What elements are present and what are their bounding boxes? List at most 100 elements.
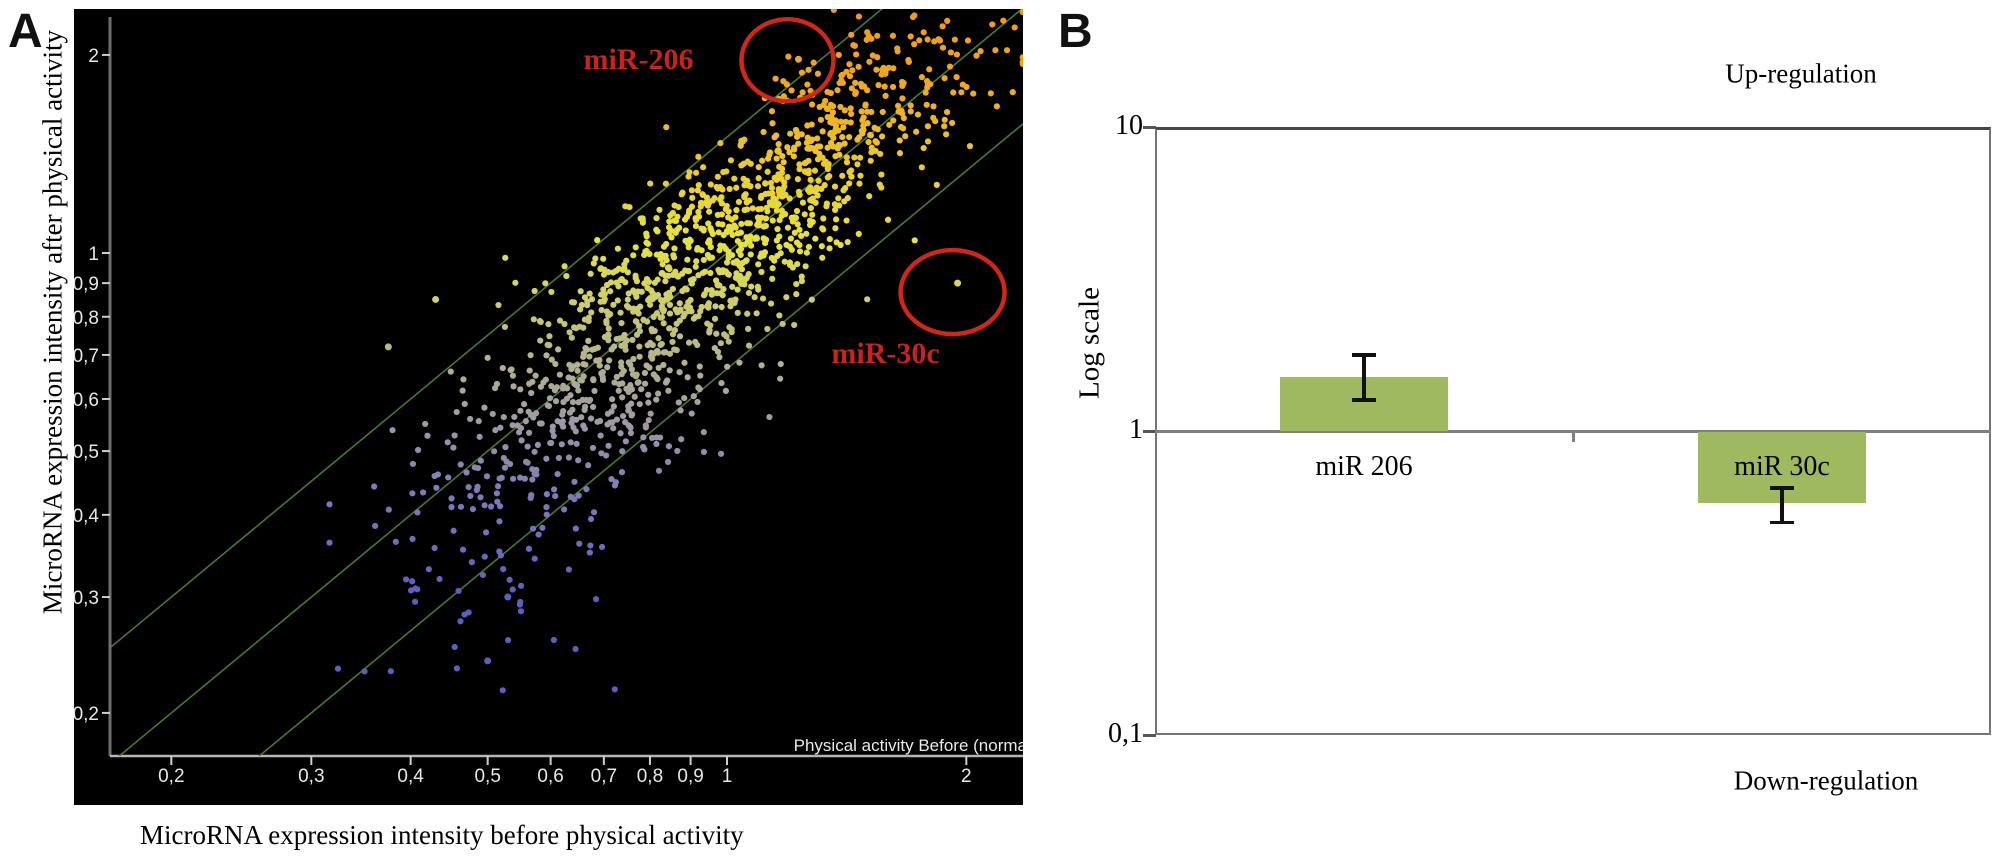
data-point	[745, 289, 753, 297]
data-point	[899, 110, 906, 117]
data-point	[778, 207, 786, 214]
data-point	[780, 78, 787, 85]
data-point	[607, 279, 615, 286]
data-point	[837, 103, 844, 111]
data-point	[706, 208, 713, 215]
data-point	[660, 320, 667, 327]
data-point	[739, 138, 746, 145]
data-point	[946, 63, 954, 70]
data-point	[571, 478, 578, 485]
data-point	[736, 277, 743, 284]
data-point	[563, 272, 570, 280]
data-point	[625, 388, 632, 395]
data-point	[467, 492, 474, 500]
data-point	[731, 175, 738, 182]
data-point	[760, 128, 767, 136]
data-point	[913, 128, 920, 135]
highlighted-point-mir-30c	[954, 279, 962, 287]
data-point	[502, 254, 509, 261]
data-point	[587, 542, 594, 549]
data-point	[613, 279, 620, 286]
data-point	[654, 347, 661, 355]
data-point	[841, 198, 848, 205]
data-point	[517, 608, 525, 615]
data-point	[657, 255, 664, 262]
data-point	[835, 51, 842, 59]
data-point	[629, 336, 636, 343]
data-point	[728, 329, 735, 336]
data-point	[930, 114, 937, 121]
data-point	[909, 13, 917, 21]
data-point	[619, 394, 626, 401]
data-point	[877, 150, 884, 158]
data-point	[759, 157, 766, 164]
data-point	[732, 224, 739, 231]
data-point	[522, 418, 529, 425]
data-point	[645, 391, 652, 398]
data-point	[720, 168, 727, 176]
data-point	[467, 415, 474, 423]
data-point	[944, 108, 951, 116]
data-point	[958, 89, 965, 96]
data-point	[784, 224, 792, 231]
data-point	[855, 13, 863, 20]
data-point	[672, 268, 679, 275]
data-point	[944, 17, 951, 25]
data-point	[700, 256, 707, 264]
data-point	[489, 410, 496, 418]
data-point	[716, 247, 723, 254]
data-point	[498, 474, 505, 481]
panel-b-label: B	[1058, 5, 1093, 58]
data-point	[852, 88, 859, 96]
data-point	[372, 522, 379, 530]
data-point	[619, 334, 626, 341]
data-point	[704, 320, 711, 327]
data-point	[621, 340, 628, 348]
data-point	[868, 144, 875, 151]
data-point	[827, 131, 834, 138]
data-point	[674, 213, 681, 220]
data-point	[737, 251, 744, 259]
data-point	[639, 217, 646, 224]
data-point	[509, 586, 516, 593]
data-point	[807, 144, 814, 151]
data-point	[669, 285, 676, 293]
data-point	[542, 280, 549, 287]
data-point	[918, 74, 926, 81]
data-point	[648, 434, 656, 441]
data-point	[920, 29, 927, 36]
data-point	[543, 455, 550, 462]
data-point	[671, 245, 678, 252]
data-point	[493, 490, 501, 497]
data-point	[587, 415, 595, 422]
data-point	[773, 155, 780, 162]
data-point	[681, 394, 688, 402]
data-point	[673, 226, 681, 234]
data-point	[948, 119, 956, 127]
data-point	[713, 290, 720, 297]
data-point	[941, 123, 948, 130]
data-point	[559, 411, 566, 418]
data-point	[787, 130, 794, 137]
outlier-point	[432, 295, 440, 303]
data-point	[814, 70, 822, 77]
data-point	[678, 436, 685, 443]
data-point	[666, 350, 674, 357]
data-point	[596, 362, 603, 369]
data-point	[724, 363, 731, 370]
data-point	[824, 113, 831, 121]
data-point	[694, 246, 701, 253]
data-point	[509, 372, 517, 379]
data-point	[796, 226, 803, 233]
data-point	[733, 184, 740, 191]
data-point	[671, 202, 678, 209]
data-point	[568, 419, 575, 427]
data-point	[741, 241, 749, 248]
data-point	[605, 325, 612, 332]
data-point	[874, 32, 881, 39]
data-point	[881, 83, 888, 90]
data-point	[587, 515, 595, 523]
data-point	[695, 313, 702, 320]
scatter-svg: 2 1 0,9 0,8 0,7 0,6 0,5 0,4 0,3 0,2 0,2 0,3 0,4 0,5 0,…	[74, 9, 1023, 787]
data-point	[534, 441, 541, 449]
